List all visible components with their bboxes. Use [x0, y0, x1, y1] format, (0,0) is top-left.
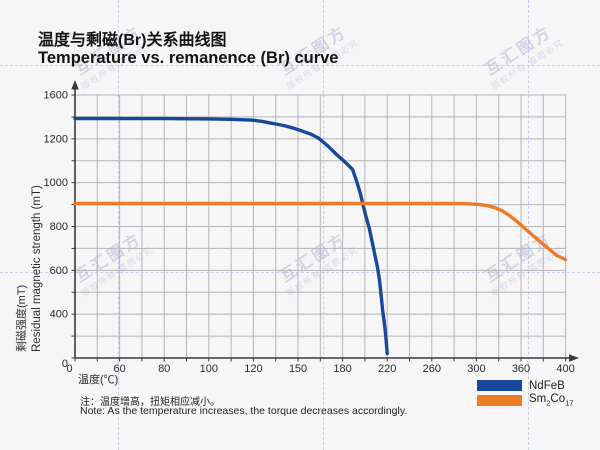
- x-tick-label: 120: [244, 363, 262, 375]
- legend-swatch-sm2co17: [477, 395, 522, 406]
- axes: [71, 80, 579, 362]
- tick-marks: [71, 94, 567, 362]
- legend: NdFeB Sm2Co17: [477, 378, 573, 408]
- y-tick-label: 800: [50, 221, 68, 233]
- x-tick-label: 150: [289, 363, 307, 375]
- legend-item-ndfeb: NdFeB: [477, 378, 573, 393]
- x-tick-labels: 0 60 80 100 120 150 180 220 260 300 360 400: [66, 363, 574, 375]
- x-tick-label: 360: [512, 363, 530, 375]
- formula-part: Co: [550, 393, 566, 406]
- x-tick-label: 300: [467, 363, 485, 375]
- x-tick-label: 0: [66, 363, 72, 375]
- formula-sub: 17: [565, 398, 574, 408]
- x-axis-arrow: [569, 354, 579, 362]
- legend-label-ndfeb: NdFeB: [529, 379, 565, 392]
- x-tick-label: 220: [378, 363, 396, 375]
- legend-swatch-ndfeb: [477, 380, 522, 391]
- x-tick-label: 60: [113, 363, 125, 375]
- chart-title-zh: 温度与剩磁(Br)关系曲线图: [38, 32, 227, 49]
- legend-item-sm2co17: Sm2Co17: [477, 393, 573, 408]
- curve-ndfeb: [73, 116, 389, 356]
- chart-title-en: Temperature vs. remanence (Br) curve: [38, 49, 339, 67]
- x-tick-label: 180: [333, 363, 351, 375]
- x-tick-label: 80: [158, 363, 170, 375]
- y-tick-label: 0: [62, 358, 68, 370]
- x-tick-label: 260: [423, 363, 441, 375]
- legend-label-sm2co17: Sm2Co17: [529, 393, 573, 407]
- y-tick-label: 1600: [44, 90, 68, 102]
- gridlines: [74, 94, 567, 359]
- footnote-en: Note: As the temperature increases, the …: [80, 405, 408, 417]
- x-axis-title: 温度(℃): [78, 374, 119, 386]
- y-axis-arrow: [71, 80, 79, 90]
- formula-sub: 2: [546, 398, 551, 408]
- x-tick-label: 100: [200, 363, 218, 375]
- y-tick-label: 400: [50, 309, 68, 321]
- x-tick-label: 400: [556, 363, 574, 375]
- y-axis-title-zh: 剩磁强度(mT): [16, 284, 28, 352]
- footnote-zh: 注：温度增高，扭矩相应减小。: [80, 397, 220, 408]
- curve-sm2co17: [73, 201, 568, 262]
- y-tick-label: 1000: [44, 177, 68, 189]
- y-axis-title-en: Residual magnetic strength (mT): [31, 185, 43, 352]
- y-tick-labels: 1600 1200 1000 800 600 400 0: [44, 90, 68, 370]
- y-tick-label: 1200: [44, 133, 68, 145]
- y-tick-label: 600: [50, 265, 68, 277]
- formula-part: Sm: [529, 393, 547, 406]
